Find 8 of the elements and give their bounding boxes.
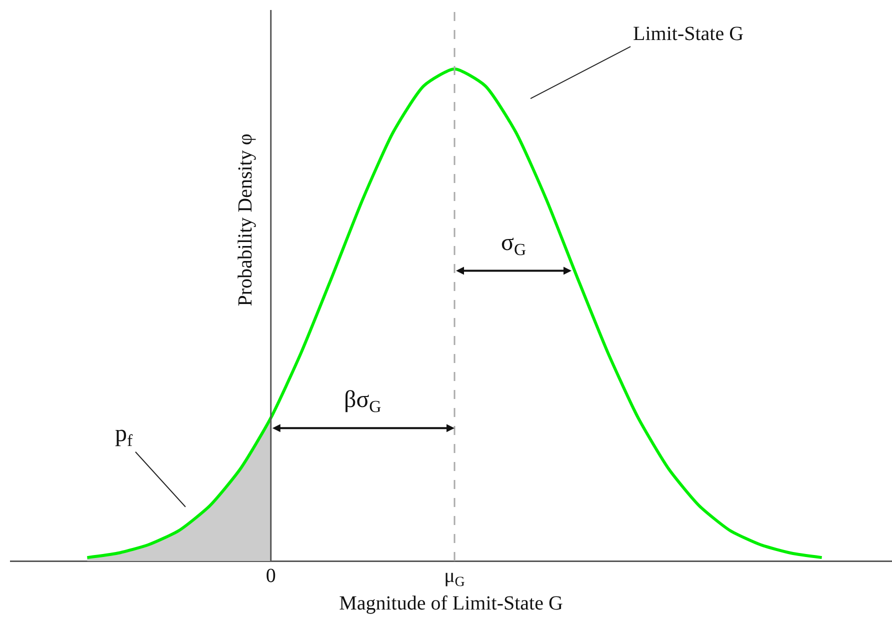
annotation: βσ$_{G}$ bbox=[344, 387, 382, 416]
x-tick-label: 0 bbox=[266, 565, 276, 587]
annotation: p$_{f}$ bbox=[115, 421, 133, 450]
annotation: σ$_{G}$ bbox=[501, 230, 526, 260]
x-axis-title: Magnitude of Limit-State G bbox=[339, 592, 563, 615]
x-tick-label: μ$_{G}$ bbox=[444, 565, 465, 590]
y-axis-title: Probability Density φ bbox=[234, 134, 256, 306]
text: Limit-State G bbox=[633, 23, 744, 45]
